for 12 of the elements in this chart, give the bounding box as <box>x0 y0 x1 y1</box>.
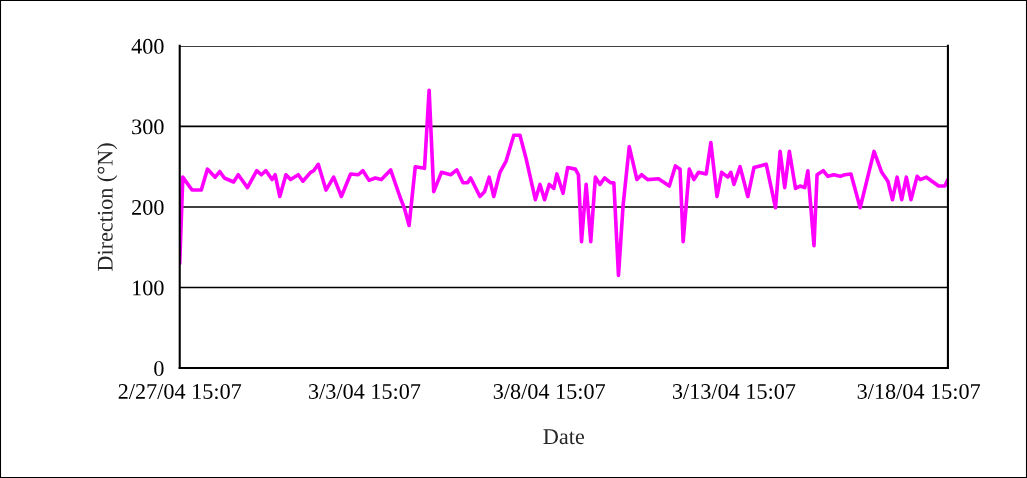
y-axis-title: Direction (°N) <box>97 143 118 271</box>
y-tick-label: 400 <box>131 38 164 54</box>
x-tick-label: 2/27/04 15:07 <box>118 383 242 400</box>
x-tick-label: 3/3/04 15:07 <box>309 383 421 400</box>
x-tick-label: 3/8/04 15:07 <box>493 383 606 400</box>
y-tick-label: 100 <box>133 280 164 296</box>
y-tick-label: 200 <box>132 199 164 215</box>
y-tick-label: 0 <box>154 360 164 376</box>
x-tick-label: 3/18/04 15:07 <box>857 383 981 400</box>
x-axis-title: Date <box>543 429 585 445</box>
x-tick-label: 3/13/04 15:07 <box>672 383 796 400</box>
y-tick-label: 300 <box>132 119 164 135</box>
